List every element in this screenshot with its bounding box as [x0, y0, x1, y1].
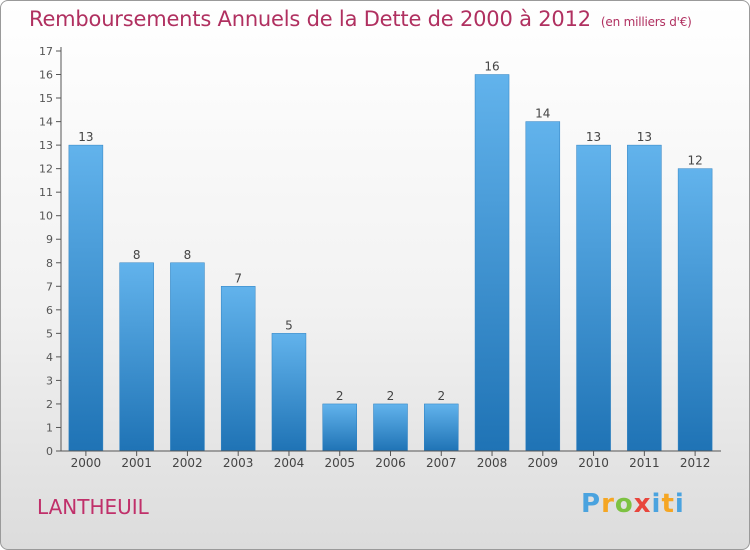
commune-name: LANTHEUIL	[37, 495, 149, 519]
bar-value-label: 8	[184, 248, 192, 262]
y-tick-label: 14	[39, 116, 53, 129]
y-tick-label: 17	[39, 45, 53, 58]
x-tick-label: 2005	[324, 456, 355, 470]
x-tick-label: 2006	[375, 456, 406, 470]
y-tick-label: 9	[46, 233, 53, 246]
bar-value-label: 5	[285, 318, 293, 332]
y-tick-label: 2	[46, 398, 53, 411]
y-tick-label: 4	[46, 351, 53, 364]
bar-2011	[627, 144, 662, 452]
bar-2008	[474, 74, 510, 452]
y-tick-label: 0	[46, 445, 53, 458]
bar-value-label: 14	[535, 107, 550, 121]
bar-value-label: 12	[687, 154, 702, 168]
y-tick-label: 15	[39, 92, 53, 105]
title-text: Remboursements Annuels de la Dette de 20…	[29, 7, 591, 31]
y-tick-label: 7	[46, 280, 53, 293]
x-tick-label: 2000	[71, 456, 102, 470]
y-tick-label: 16	[39, 69, 53, 82]
bar-2002	[170, 262, 205, 452]
y-tick-label: 10	[39, 210, 53, 223]
x-tick-label: 2008	[477, 456, 508, 470]
y-tick-label: 1	[46, 421, 53, 434]
bar-2006	[373, 403, 408, 452]
bar-value-label: 2	[437, 389, 445, 403]
bars-group: 13 8 8 7 5 2 2 2 16 14 13 13 12	[68, 60, 713, 452]
chart-subtitle: (en milliers d'€)	[600, 15, 692, 29]
bar-value-label: 2	[336, 389, 344, 403]
y-tick-label: 5	[46, 327, 53, 340]
y-tick-label: 8	[46, 257, 53, 270]
bar-value-label: 8	[133, 248, 141, 262]
bar-value-label: 13	[586, 130, 601, 144]
bar-2003	[220, 286, 256, 452]
bar-value-label: 13	[637, 130, 652, 144]
y-tick-label: 3	[46, 374, 53, 387]
x-tick-label: 2011	[629, 456, 660, 470]
y-tick-label: 13	[39, 139, 53, 152]
x-tick-label: 2003	[223, 456, 254, 470]
y-tick-label: 11	[39, 186, 53, 199]
x-tick-label: 2009	[528, 456, 559, 470]
bar-2007	[424, 403, 459, 452]
bar-2001	[119, 262, 154, 452]
bar-value-label: 16	[484, 60, 499, 74]
chart-title: Remboursements Annuels de la Dette de 20…	[29, 7, 692, 31]
bar-2010	[576, 144, 611, 452]
bar-2004	[271, 333, 307, 452]
x-tick-label: 2001	[121, 456, 152, 470]
x-tick-label: 2002	[172, 456, 203, 470]
bar-2009	[525, 121, 561, 452]
x-tick-label: 2007	[426, 456, 457, 470]
bar-value-label: 7	[234, 271, 242, 285]
x-tick-label: 2012	[680, 456, 711, 470]
bar-2005	[322, 403, 357, 452]
bar-value-label: 2	[387, 389, 395, 403]
x-tick-label: 2010	[578, 456, 609, 470]
proxiti-logo[interactable]: Proxiti	[581, 489, 685, 519]
x-tick-label: 2004	[274, 456, 305, 470]
bar-2012	[677, 168, 713, 452]
x-axis-labels: 2000 2001 2002 2003 2004 2005 2006 2007 2008 2009…	[71, 451, 711, 470]
bar-value-label: 13	[78, 130, 93, 144]
y-tick-label: 12	[39, 163, 53, 176]
bar-2000	[68, 144, 104, 452]
y-tick-label: 6	[46, 304, 53, 317]
